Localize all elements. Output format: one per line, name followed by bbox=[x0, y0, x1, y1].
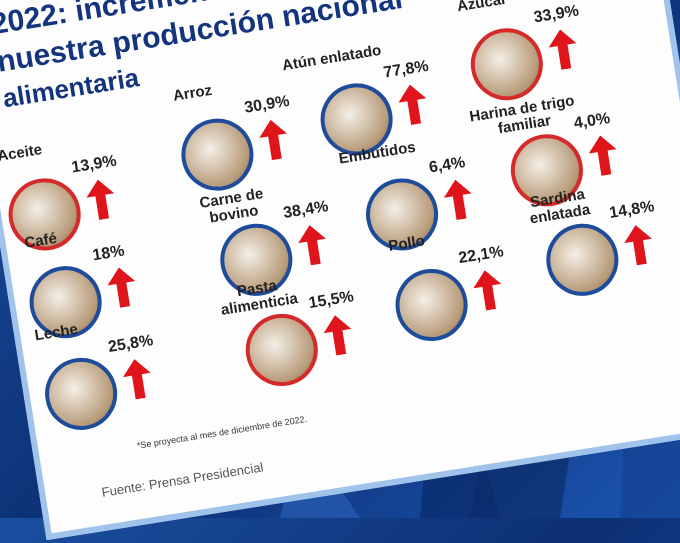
item-change: 30,9% bbox=[243, 92, 291, 117]
up-arrow bbox=[471, 268, 506, 317]
up-arrow bbox=[321, 313, 356, 362]
arrow-icon bbox=[107, 267, 136, 308]
item-change: 6,4% bbox=[427, 154, 467, 177]
arrow-icon bbox=[443, 179, 472, 221]
arrow-icon bbox=[123, 359, 151, 400]
item-name: Harina de trigo familiar bbox=[468, 92, 576, 138]
up-arrow bbox=[257, 118, 292, 167]
arrow-icon bbox=[323, 315, 352, 356]
up-arrow bbox=[546, 27, 581, 76]
up-arrow bbox=[396, 82, 431, 131]
item-change: 14,8% bbox=[608, 198, 656, 222]
arrow-icon bbox=[473, 270, 502, 311]
item-change: 77,8% bbox=[382, 57, 430, 82]
item-name: Azúcar bbox=[455, 0, 508, 16]
arrow-icon bbox=[398, 84, 427, 125]
item-name: Pasta alimenticia bbox=[219, 277, 299, 319]
item-name: Aceite bbox=[0, 141, 44, 165]
item-name: Atún enlatado bbox=[280, 41, 383, 75]
up-arrow bbox=[586, 133, 621, 182]
food-image bbox=[176, 113, 259, 196]
footnote: *Se proyecta al mes de diciembre de 2022… bbox=[136, 413, 308, 451]
arrow-icon bbox=[259, 119, 287, 161]
item-change: 18% bbox=[91, 242, 126, 265]
arrow-icon bbox=[548, 29, 577, 70]
food-image bbox=[390, 263, 473, 347]
item-change: 13,9% bbox=[70, 152, 118, 177]
food-image bbox=[39, 352, 123, 436]
up-arrow bbox=[105, 265, 140, 314]
item-change: 15,5% bbox=[307, 288, 355, 313]
food-image bbox=[541, 218, 624, 302]
arrow-icon bbox=[86, 179, 115, 220]
item-change: 33,9% bbox=[532, 2, 581, 27]
item-name: Carne de bovino bbox=[198, 185, 265, 227]
up-arrow bbox=[441, 178, 476, 227]
up-arrow bbox=[296, 223, 331, 272]
item-change: 22,1% bbox=[457, 243, 505, 268]
up-arrow bbox=[622, 223, 657, 272]
source: Fuente: Prensa Presidencial bbox=[100, 459, 265, 500]
item-change: 25,8% bbox=[106, 332, 155, 356]
up-arrow bbox=[121, 357, 156, 406]
arrow-icon bbox=[588, 135, 617, 176]
arrow-icon bbox=[298, 225, 326, 266]
up-arrow bbox=[84, 177, 119, 226]
arrow-icon bbox=[624, 225, 652, 266]
item-change: 38,4% bbox=[282, 198, 330, 222]
food-image bbox=[465, 23, 549, 106]
food-image bbox=[240, 308, 323, 392]
item-name: Arroz bbox=[171, 81, 214, 105]
